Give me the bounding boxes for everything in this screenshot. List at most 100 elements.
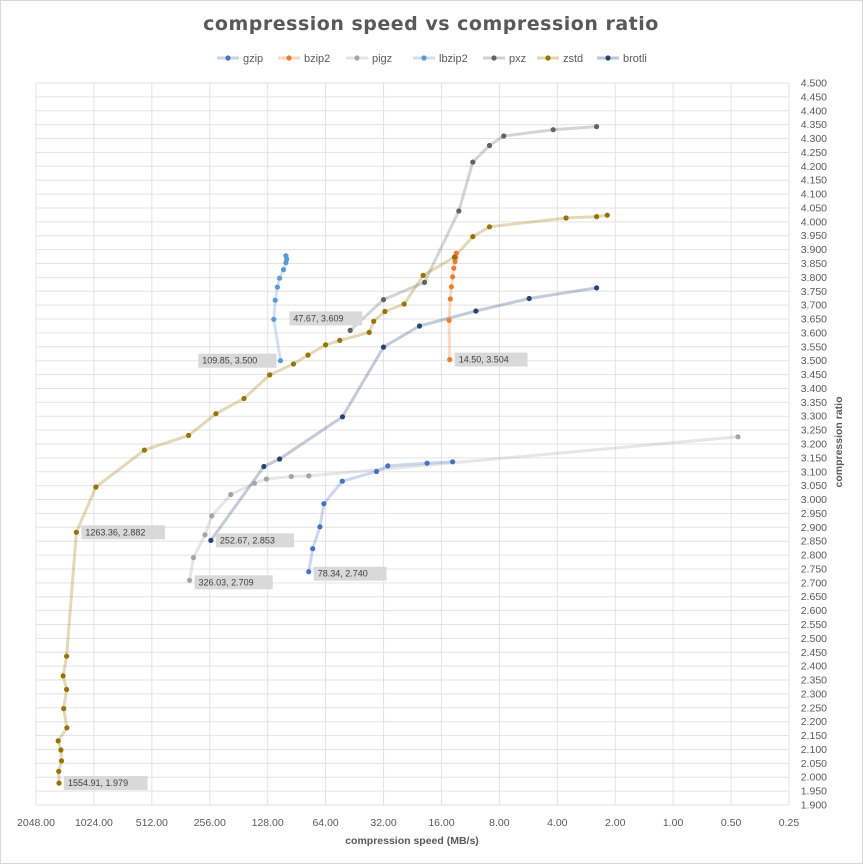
y-tick-label: 2.200 — [801, 716, 827, 728]
legend-label: pigz — [372, 53, 392, 65]
legend-label: zstd — [563, 53, 583, 65]
legend-item-lbzip2: lbzip2 — [413, 53, 468, 65]
data-point-zstd — [55, 738, 61, 744]
y-tick-label: 2.150 — [801, 730, 827, 742]
y-tick-label: 2.500 — [801, 633, 827, 645]
y-tick-label: 2.100 — [801, 744, 827, 756]
legend: gzip bzip2 pigz lbzip2 pxz zstd brotli — [217, 53, 647, 65]
data-point-gzip — [424, 460, 430, 466]
x-axis-ticks: 2048.00 1024.00 512.00 256.00 128.00 64.00 32.… — [17, 817, 799, 829]
legend-item-pxz: pxz — [483, 53, 526, 65]
y-tick-label: 2.800 — [801, 550, 827, 562]
y-tick-label: 3.600 — [801, 327, 827, 339]
data-label-text: 1263.36, 2.882 — [85, 527, 145, 537]
y-tick-label: 2.850 — [801, 536, 827, 548]
data-point-pxz — [550, 127, 556, 133]
data-point-gzip — [321, 501, 327, 507]
y-tick-label: 2.600 — [801, 605, 827, 617]
y-tick-label: 4.150 — [801, 175, 827, 187]
data-label-box — [289, 311, 363, 326]
y-tick-label: 3.000 — [801, 494, 827, 506]
y-tick-label: 4.000 — [801, 216, 827, 228]
data-point-pigz — [190, 555, 197, 561]
data-point-zstd — [267, 372, 273, 378]
y-tick-label: 3.050 — [801, 480, 827, 492]
gridlines — [35, 82, 790, 806]
data-point-gzip — [373, 468, 380, 475]
y-tick-label: 3.400 — [801, 383, 827, 395]
data-label-text: 252.67, 2.853 — [220, 535, 275, 545]
data-point-brotli — [473, 308, 479, 314]
data-point-brotli — [416, 323, 423, 329]
series-line-zstd — [56, 213, 608, 784]
data-point-bzip2 — [447, 296, 453, 302]
x-tick-label: 64.00 — [312, 817, 338, 829]
data-point-zstd — [56, 768, 62, 775]
data-point-pigz — [735, 434, 741, 440]
x-tick-label: 4.00 — [547, 817, 568, 829]
data-point-bzip2 — [448, 284, 454, 290]
data-point-zstd — [56, 780, 62, 786]
legend-label: gzip — [243, 53, 263, 65]
y-tick-label: 4.250 — [801, 147, 827, 159]
data-point-pxz — [470, 159, 476, 165]
x-tick-label: 8.00 — [489, 817, 510, 829]
data-point-pxz — [421, 279, 428, 285]
data-label-box — [313, 566, 387, 581]
data-point-zstd — [563, 215, 569, 221]
y-tick-label: 2.400 — [801, 661, 827, 673]
data-label-pigz: 326.03, 2.709 — [194, 575, 273, 590]
data-label-text: 14.50, 3.504 — [459, 355, 509, 365]
data-point-pigz — [187, 577, 193, 583]
data-point-pigz — [306, 473, 312, 479]
y-tick-label: 4.450 — [801, 91, 827, 103]
data-point-zstd — [60, 673, 66, 679]
data-point-zstd — [371, 318, 377, 324]
data-label-brotli: 252.67, 2.853 — [215, 533, 295, 548]
y-axis-title: compression ratio — [833, 396, 845, 487]
x-tick-label: 32.00 — [370, 817, 396, 829]
data-point-zstd — [241, 395, 247, 402]
legend-swatch-marker — [354, 55, 360, 61]
data-point-pxz — [501, 133, 507, 139]
legend-swatch-marker — [225, 55, 231, 61]
data-point-brotli — [339, 414, 346, 420]
y-tick-label: 4.050 — [801, 202, 827, 214]
x-tick-label: 256.00 — [194, 817, 226, 829]
y-tick-label: 3.300 — [801, 411, 827, 423]
y-tick-label: 4.200 — [801, 161, 827, 173]
chart-title: compression speed vs compression ratio — [203, 13, 659, 35]
y-tick-label: 1.900 — [801, 800, 827, 812]
x-tick-label: 512.00 — [136, 817, 168, 829]
y-tick-label: 2.450 — [801, 647, 827, 659]
y-tick-label: 2.300 — [801, 688, 827, 700]
y-tick-label: 2.000 — [801, 772, 827, 784]
y-tick-label: 3.900 — [801, 244, 827, 256]
legend-label: bzip2 — [304, 53, 330, 65]
data-point-zstd — [604, 212, 610, 218]
legend-swatch-marker — [545, 55, 551, 61]
y-tick-label: 2.350 — [801, 675, 827, 687]
data-point-lbzip2 — [277, 275, 283, 281]
y-tick-label: 2.050 — [801, 758, 827, 770]
data-point-lbzip2 — [277, 358, 284, 364]
data-point-bzip2 — [453, 250, 459, 256]
legend-item-zstd: zstd — [537, 53, 583, 65]
legend-item-bzip2: bzip2 — [278, 53, 330, 65]
data-point-lbzip2 — [280, 267, 287, 273]
data-point-gzip — [385, 463, 391, 469]
data-label-zstd: 1554.91, 1.979 — [64, 776, 148, 791]
data-labels: 78.34, 2.740 14.50, 3.504 326.03, 2.709 109… — [64, 311, 528, 791]
data-point-lbzip2 — [274, 284, 280, 290]
data-label-text: 1554.91, 1.979 — [68, 778, 128, 788]
data-point-gzip — [450, 459, 456, 465]
y-tick-label: 2.250 — [801, 702, 827, 714]
data-label-bzip2: 14.50, 3.504 — [454, 352, 528, 367]
y-tick-label: 3.750 — [801, 286, 827, 298]
data-point-zstd — [141, 447, 147, 453]
data-label-text: 109.85, 3.500 — [202, 356, 257, 366]
data-point-pxz — [380, 297, 387, 303]
x-axis-title: compression speed (MB/s) — [345, 835, 479, 847]
series-line-pigz — [188, 435, 739, 581]
